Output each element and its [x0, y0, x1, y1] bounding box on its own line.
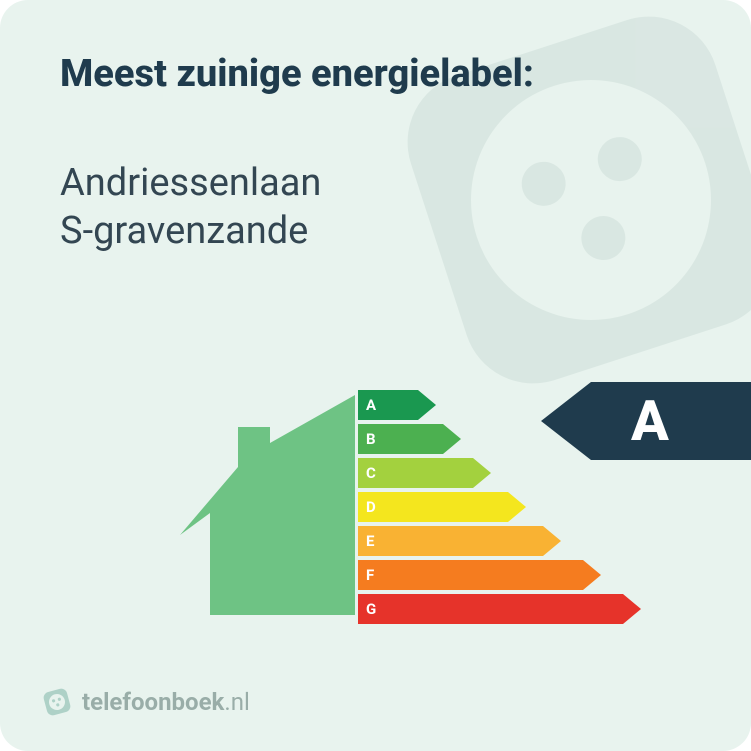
rating-letter: A — [631, 382, 751, 460]
house-icon — [180, 395, 355, 615]
energy-bar-shape — [358, 560, 601, 590]
energy-bar-shape — [358, 458, 491, 488]
energy-bar-label: F — [366, 560, 374, 590]
brand-name-tld: .nl — [224, 688, 249, 716]
energy-bar-shape — [358, 492, 526, 522]
energy-bar-shape — [358, 526, 561, 556]
energy-bar-label: B — [366, 424, 376, 454]
energy-bar-label: A — [366, 390, 376, 420]
energy-label-chart: ABCDEFG — [180, 380, 600, 640]
brand-name: telefoonboek.nl — [82, 688, 250, 716]
brand-logo-icon — [42, 687, 72, 717]
address-line-2: S-gravenzande — [60, 208, 321, 256]
energy-bar-shape — [358, 594, 641, 624]
address-line-1: Andriessenlaan — [60, 160, 321, 208]
brand-name-main: telefoonboek — [82, 688, 224, 716]
brand-footer: telefoonboek.nl — [42, 687, 250, 717]
energy-bar-label: D — [366, 492, 376, 522]
energy-label-card: Meest zuinige energielabel: Andriessenla… — [0, 0, 751, 751]
address-block: Andriessenlaan S-gravenzande — [60, 160, 321, 255]
energy-bar-label: E — [366, 526, 374, 556]
energy-bar-label: G — [366, 594, 376, 624]
card-title: Meest zuinige energielabel: — [60, 52, 534, 96]
rating-tag: A — [541, 382, 751, 460]
energy-bar-label: C — [366, 458, 376, 488]
